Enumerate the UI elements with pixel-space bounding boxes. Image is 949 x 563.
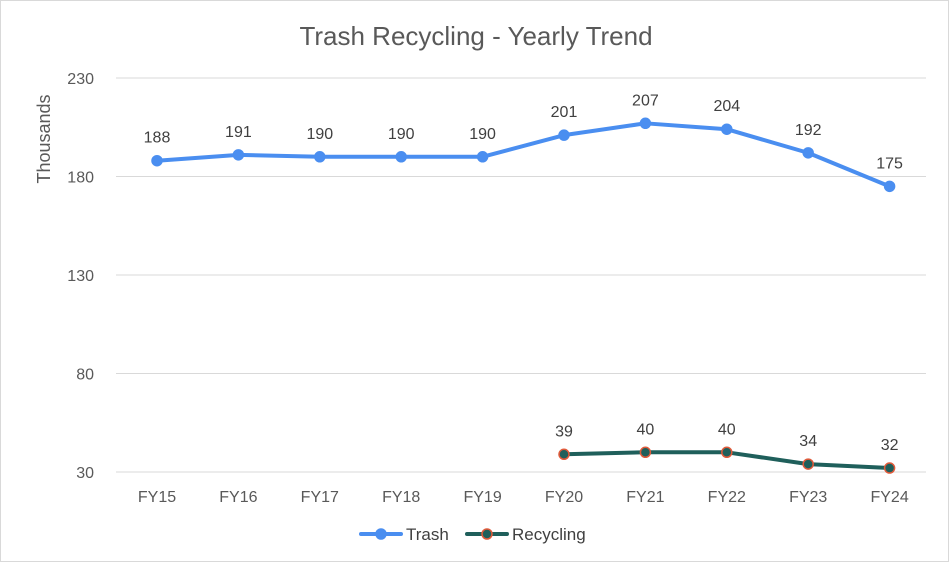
data-label: 34 [799, 433, 817, 450]
data-point [558, 448, 570, 461]
data-point [883, 180, 896, 193]
data-point [151, 154, 163, 167]
data-label: 190 [469, 126, 496, 143]
data-label: 40 [718, 421, 736, 438]
x-tick-label: FY20 [545, 489, 583, 506]
y-tick-label: 80 [76, 367, 94, 384]
legend-label-recycling: Recycling [512, 525, 586, 544]
x-tick-label: FY18 [382, 489, 420, 506]
x-tick-label: FY22 [708, 489, 746, 506]
data-label: 39 [555, 423, 573, 440]
data-point [802, 147, 814, 159]
data-point [395, 151, 407, 163]
data-point [232, 149, 245, 161]
x-tick-label: FY24 [870, 489, 908, 506]
x-tick-label: FY21 [626, 489, 664, 506]
data-point [314, 151, 326, 163]
data-point [476, 151, 489, 163]
x-tick-label: FY23 [789, 489, 827, 506]
legend-marker [375, 528, 387, 540]
data-point [721, 123, 733, 135]
x-tick-label: FY15 [138, 489, 176, 506]
data-point [802, 458, 814, 470]
y-tick-label: 130 [67, 268, 94, 285]
data-point [639, 446, 652, 459]
y-axis-label: Thousands [34, 94, 54, 183]
y-tick-label: 230 [67, 71, 94, 88]
data-label: 190 [388, 126, 415, 143]
data-label: 207 [632, 92, 659, 109]
data-label: 188 [144, 130, 171, 147]
data-point [721, 446, 733, 459]
data-point [883, 462, 896, 474]
data-point [639, 117, 652, 130]
data-label: 40 [637, 421, 655, 438]
series-line-trash [155, 121, 892, 189]
data-label: 191 [225, 124, 252, 141]
data-label: 192 [795, 122, 822, 139]
chart-title: Trash Recycling - Yearly Trend [299, 21, 652, 51]
x-tick-label: FY19 [463, 489, 501, 506]
data-label: 175 [876, 155, 903, 172]
legend-label-trash: Trash [406, 525, 449, 544]
data-label: 190 [306, 126, 333, 143]
legend-marker [481, 528, 493, 540]
data-point [558, 129, 570, 141]
data-label: 204 [713, 98, 740, 115]
data-label: 32 [881, 437, 899, 454]
y-tick-label: 180 [67, 170, 94, 187]
data-label: 201 [551, 104, 578, 121]
y-tick-label: 30 [76, 465, 94, 482]
x-tick-label: FY17 [301, 489, 339, 506]
x-tick-label: FY16 [219, 489, 257, 506]
